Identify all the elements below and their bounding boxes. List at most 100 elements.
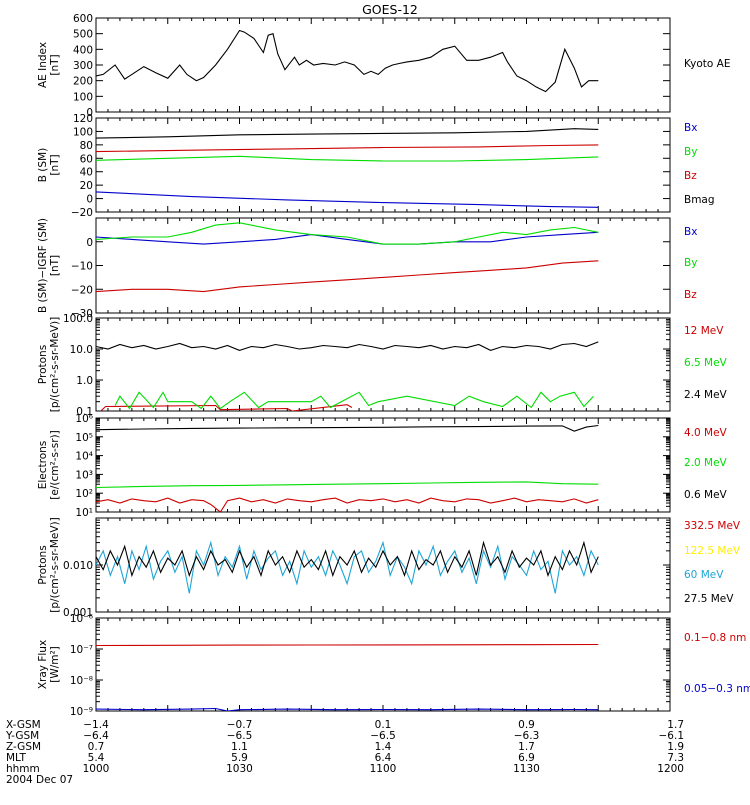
y-tick-label: −30: [71, 308, 93, 320]
panel-7: 10⁻⁹ 10⁻⁸ 10⁻⁷ 10⁻⁶ Xray Flux [W/m²] 0.1−0.8 n…: [37, 613, 750, 718]
series-line-60-mev: [96, 540, 599, 594]
footer-value: 0.7: [88, 741, 105, 753]
y-tick-label: 0.1: [76, 406, 93, 418]
footer-value: 1000: [83, 763, 110, 775]
y-tick-label: 10⁶: [75, 413, 93, 425]
y-axis-label-line: Protons: [37, 545, 49, 584]
y-axis-label-line: Xray Flux: [37, 640, 49, 689]
footer-value: 5.4: [88, 752, 105, 764]
series-line-by: [96, 222, 599, 245]
legend-entry: 6.5 MeV: [684, 357, 728, 369]
y-tick-label: 0: [86, 107, 93, 119]
panel-4: 0.1 1.0 10.0 100.0 Protons [p/(cm²-s-sr-MeV)]…: [37, 313, 728, 418]
y-tick-label: 0.001: [63, 607, 93, 619]
series-line-kyoto-ae: [96, 29, 599, 93]
legend-entry: 27.5 MeV: [684, 593, 734, 605]
y-axis-label-line: AE Index: [37, 42, 49, 88]
y-tick-label: 100.0: [63, 313, 93, 325]
y-tick-label: 1.0: [76, 375, 93, 387]
footer-value: 1100: [370, 763, 397, 775]
legend-entry: 0.1−0.8 nm: [684, 632, 746, 644]
legend-entry: 60 MeV: [684, 569, 724, 581]
y-tick-label: 10²: [75, 488, 93, 500]
legend-entry: 2.4 MeV: [684, 389, 728, 401]
legend-entry: 332.5 MeV: [684, 520, 741, 532]
y-tick-label: 20: [80, 180, 93, 192]
footer-value: 1.4: [375, 741, 392, 753]
y-tick-label: 10⁵: [75, 432, 93, 444]
legend-entry: Bx: [684, 122, 697, 134]
footer-value: −6.5: [227, 730, 253, 742]
y-tick-label: 100: [73, 91, 93, 103]
footer-row-label: X-GSM: [6, 719, 41, 731]
panel-frame: [95, 617, 671, 712]
series-line-27-5-mev: [96, 540, 599, 578]
footer-value: 1.9: [667, 741, 684, 753]
series-line-bz: [96, 260, 599, 293]
legend-entry: Kyoto AE: [684, 58, 730, 70]
y-tick-label: 0: [86, 237, 93, 249]
footer-value: 6.9: [518, 752, 535, 764]
footer-row-label: MLT: [6, 752, 26, 764]
series-line-12-mev: [100, 404, 353, 411]
y-tick-label: 10⁴: [75, 451, 93, 463]
series-line-6-5-mev: [114, 391, 594, 410]
y-tick-label: 600: [73, 13, 93, 25]
series-line-4-0-mev: [96, 497, 599, 512]
series-line-0-6-mev: [96, 424, 599, 432]
y-axis-label-line: B (SM): [37, 148, 49, 182]
legend-entry: 0.6 MeV: [684, 489, 728, 501]
legend-entry: 0.05−0.3 nm: [684, 683, 750, 695]
y-tick-label: 80: [80, 140, 93, 152]
y-tick-label: 200: [73, 76, 93, 88]
y-tick-label: 10¹: [75, 507, 93, 519]
panel-1: 0 100 200 300 400 500 600 AE Index [nT] Kyoto AE: [37, 13, 730, 119]
y-tick-label: 40: [80, 167, 93, 179]
panel-6: 0.001 0.010 Protons [p/(cm²-s-sr-MeV)] 332.5…: [37, 517, 741, 619]
footer-value: 1130: [513, 763, 540, 775]
footer-value: −6.3: [514, 730, 540, 742]
y-tick-label: 100: [73, 126, 93, 138]
panel-frame: [95, 217, 671, 314]
y-tick-label: 10⁻⁷: [70, 644, 93, 656]
footer-row-label: Z-GSM: [6, 741, 41, 753]
panel-frame: [95, 17, 671, 113]
y-axis-label-line: B (SM)−IGRF (SM): [37, 218, 49, 313]
footer-value: −6.5: [370, 730, 396, 742]
footer-value: 6.4: [375, 752, 392, 764]
y-tick-label: 10⁻⁹: [70, 706, 93, 718]
panel-frame: [95, 417, 671, 513]
series-line-2-4-mev: [96, 341, 599, 351]
legend-entry: Bx: [684, 226, 697, 238]
footer-row-label: 2004 Dec 07: [6, 774, 73, 786]
footer-value: 7.3: [667, 752, 684, 764]
y-tick-label: 10⁻⁶: [70, 613, 93, 625]
y-tick-label: −20: [71, 207, 93, 219]
legend-entry: 2.0 MeV: [684, 457, 728, 469]
footer-value: 5.9: [231, 752, 248, 764]
panel-3: −30 −20 −10 0 B (SM)−IGRF (SM) [nT] Bx By Bz: [37, 217, 697, 320]
y-tick-label: −10: [71, 261, 93, 273]
panel-frame: [95, 317, 671, 412]
footer-value: 0.1: [375, 719, 392, 731]
y-tick-label: 10.0: [70, 344, 93, 356]
y-axis-label-line: Protons: [37, 345, 49, 384]
y-axis-label-line: Electrons: [37, 441, 49, 490]
y-axis-label-line: [W/m²]: [49, 646, 61, 683]
panel-frame: [95, 117, 671, 213]
series-line-bx: [96, 191, 599, 208]
y-tick-label: 400: [73, 44, 93, 56]
footer-row-label: hhmm: [6, 763, 40, 775]
y-tick-label: 0.010: [63, 560, 93, 572]
footer-value: 1200: [657, 763, 684, 775]
legend-entry: By: [684, 146, 697, 158]
y-axis-label-line: [p/(cm²-s-sr-MeV)]: [49, 317, 61, 412]
legend-entry: 122.5 MeV: [684, 545, 741, 557]
footer-value: −0.7: [227, 719, 253, 731]
y-tick-label: 10⁻⁸: [70, 675, 93, 687]
panel-frame: [95, 517, 671, 613]
